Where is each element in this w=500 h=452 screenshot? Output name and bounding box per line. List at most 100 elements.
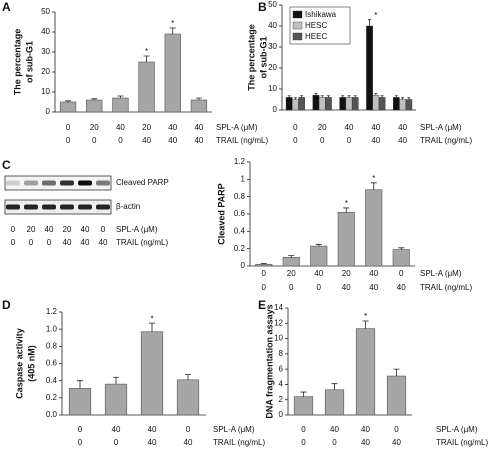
- category-label: 0: [293, 123, 298, 132]
- blot-band: [6, 204, 20, 210]
- bar: [345, 97, 353, 111]
- y-tick-label: 0: [241, 261, 246, 270]
- blot-band: [42, 180, 56, 186]
- category-label: 0: [301, 438, 306, 447]
- bar: [104, 383, 128, 416]
- error-bar: [341, 95, 345, 98]
- error-bar: [169, 27, 176, 34]
- category-label: 40: [371, 123, 380, 132]
- y-tick-label: 1.2: [234, 157, 246, 166]
- blot-band: [24, 180, 38, 186]
- category-label: 40: [398, 123, 407, 132]
- category-label: 40: [398, 136, 407, 145]
- category-label: 40: [361, 438, 370, 447]
- y-tick-label: 6: [279, 364, 284, 373]
- error-bar: [331, 383, 338, 390]
- blot-band: [60, 180, 74, 186]
- category-label: 0: [347, 136, 352, 145]
- y-tick-label: 30: [268, 42, 277, 51]
- category-label: 20: [63, 225, 72, 234]
- significance: *: [372, 174, 375, 183]
- bar: [138, 61, 155, 113]
- y-tick-label: 0.8: [46, 341, 58, 350]
- y-tick-label: 30: [41, 47, 50, 56]
- category-label: 0: [289, 283, 294, 292]
- bar: [176, 379, 200, 416]
- y-tick-label: 0: [279, 410, 284, 419]
- legend-swatch: [292, 32, 303, 41]
- blot-band: [42, 204, 56, 210]
- category-label: 0: [66, 123, 71, 132]
- category-label: 20: [342, 269, 351, 278]
- category-label: 40: [194, 123, 203, 132]
- y-tick-label: 12: [274, 318, 283, 327]
- error-bar: [320, 95, 324, 98]
- category-label: 40: [81, 225, 90, 234]
- error-bar: [362, 320, 369, 329]
- category-label: 40: [148, 438, 157, 447]
- y-axis-label: The percentage: [246, 24, 256, 91]
- row-label: SPL-A (μM): [213, 425, 255, 434]
- error-bar: [353, 95, 357, 98]
- error-bar: [370, 182, 377, 190]
- bar: [339, 97, 347, 111]
- blot-band: [6, 180, 20, 186]
- row-label: SPL-A (μM): [420, 269, 462, 278]
- y-tick-label: 0.6: [234, 209, 246, 218]
- category-label: 0: [66, 136, 71, 145]
- category-label: 0: [29, 238, 34, 247]
- error-bar: [195, 97, 202, 100]
- y-tick-label: 1.0: [46, 324, 58, 333]
- error-bar: [113, 376, 119, 385]
- error-bar: [374, 93, 378, 96]
- row-label: TRAIL (ng/mL): [420, 283, 472, 292]
- category-label: 40: [116, 123, 125, 132]
- y-tick-label: 0.4: [46, 376, 58, 385]
- y-tick-label: 0: [273, 105, 278, 114]
- significance: *: [364, 312, 367, 321]
- category-label: 40: [314, 269, 323, 278]
- bar: [325, 97, 332, 111]
- category-label: 40: [361, 425, 370, 434]
- category-label: 0: [114, 438, 119, 447]
- category-label: 0: [47, 238, 52, 247]
- bar: [393, 97, 400, 111]
- category-label: 0: [78, 438, 83, 447]
- error-bar: [380, 95, 384, 98]
- y-tick-label: 1.2: [46, 307, 58, 316]
- bar: [140, 331, 164, 416]
- error-bar: [300, 95, 304, 98]
- category-label: 0: [118, 136, 123, 145]
- y-tick-label: 1: [241, 174, 246, 183]
- y-tick-label: 10: [41, 87, 50, 96]
- bar: [392, 249, 410, 267]
- bar: [366, 25, 373, 111]
- y-axis-label: Cleaved PARP: [216, 183, 226, 244]
- error-bar: [260, 263, 267, 265]
- category-label: 0: [293, 136, 298, 145]
- category-label: 0: [92, 136, 97, 145]
- y-tick-label: 2: [279, 395, 284, 404]
- category-label: 20: [27, 225, 36, 234]
- y-tick-label: 20: [268, 63, 277, 72]
- blot-image: [4, 175, 112, 215]
- bar: [292, 99, 299, 111]
- category-label: 40: [112, 425, 121, 434]
- legend-label: HEEC: [305, 32, 327, 41]
- error-bar: [143, 55, 150, 62]
- y-tick-label: 0.2: [234, 244, 246, 253]
- panel-label: E: [258, 298, 266, 312]
- legend-label: HESC: [305, 21, 327, 30]
- y-axis-label: Caspase activity: [14, 328, 24, 399]
- bar: [399, 99, 406, 111]
- legend-swatch: [292, 10, 303, 19]
- blot-band: [60, 204, 74, 210]
- row-label: TRAIL (ng/mL): [216, 136, 268, 145]
- bar: [112, 97, 129, 113]
- category-label: 0: [78, 425, 83, 434]
- bar: [293, 396, 314, 416]
- error-bar: [326, 95, 330, 98]
- category-label: 40: [371, 136, 380, 145]
- bar: [59, 101, 77, 113]
